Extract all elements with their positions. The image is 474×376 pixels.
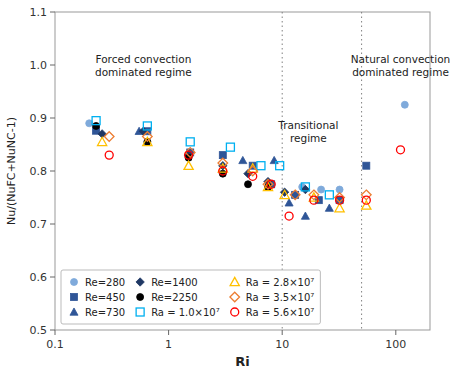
legend-label: Re=1400 xyxy=(151,277,197,288)
data-point xyxy=(143,132,153,142)
data-point xyxy=(285,212,293,220)
data-point xyxy=(301,185,309,193)
x-tick-label: 0.1 xyxy=(46,338,64,351)
data-point xyxy=(285,199,293,206)
data-point xyxy=(280,190,289,198)
annotation-line: dominated regime xyxy=(352,66,449,78)
data-point xyxy=(92,117,100,125)
data-point xyxy=(363,162,370,169)
data-point xyxy=(186,138,194,146)
series xyxy=(93,127,370,203)
annotation-line: regime xyxy=(290,132,327,144)
legend: Re=280 Re=450 Re=730 Re=1400 Re=2250 Ra = 1.0… xyxy=(61,270,320,324)
y-tick-label: 0.7 xyxy=(30,218,48,231)
data-point xyxy=(267,180,275,188)
legend-marker xyxy=(231,308,239,316)
legend-label: Re=280 xyxy=(85,277,125,288)
data-point xyxy=(105,151,113,159)
x-axis-label: Ri xyxy=(235,354,249,369)
annotation-line: Transitional xyxy=(277,119,338,131)
data-point xyxy=(310,196,318,204)
data-point xyxy=(270,156,278,163)
y-tick xyxy=(50,330,55,331)
y-tick xyxy=(50,277,55,278)
data-point xyxy=(104,132,114,142)
data-point xyxy=(257,162,265,170)
data-point xyxy=(397,146,405,154)
annotation-line: dominated regime xyxy=(95,66,192,78)
data-point xyxy=(325,191,333,199)
data-point xyxy=(93,122,100,129)
data-point xyxy=(239,156,247,163)
x-tick xyxy=(282,330,283,335)
series xyxy=(98,137,371,212)
x-tick xyxy=(55,330,56,335)
data-point xyxy=(185,151,193,159)
chart: 0.1 1 10 100 0.5 0.6 0.7 0.8 0.9 1.0 1.1 Ri Nu/(NuFC… xyxy=(0,0,474,376)
legend-marker xyxy=(230,277,239,285)
data-point xyxy=(143,122,151,130)
data-point xyxy=(98,137,107,145)
annotation: Natural convectiondominated regime xyxy=(351,53,450,78)
y-tick-label: 0.5 xyxy=(30,324,48,337)
data-point xyxy=(185,148,195,158)
y-tick-label: 0.9 xyxy=(30,112,48,125)
y-tick xyxy=(50,118,55,119)
data-point xyxy=(290,190,300,200)
data-point xyxy=(401,101,408,108)
annotation: Transitionalregime xyxy=(277,119,338,144)
data-point xyxy=(301,212,309,219)
legend-marker xyxy=(136,308,144,316)
series xyxy=(98,127,310,196)
series xyxy=(105,146,404,220)
y-tick xyxy=(50,224,55,225)
data-point xyxy=(336,196,344,204)
annotation-line: Natural convection xyxy=(351,53,450,65)
legend-label: Ra = 3.5×10⁷ xyxy=(246,292,315,303)
data-point xyxy=(245,181,252,188)
y-tick-label: 0.6 xyxy=(30,271,48,284)
data-point xyxy=(276,162,284,170)
data-point xyxy=(248,164,257,172)
legend-marker xyxy=(71,294,78,301)
y-tick xyxy=(50,12,55,13)
data-point xyxy=(318,186,325,193)
annotation: Forced convectiondominated regime xyxy=(95,53,192,78)
legend-label: Re=2250 xyxy=(151,292,197,303)
series xyxy=(104,132,371,203)
x-tick xyxy=(168,330,169,335)
x-tick xyxy=(395,330,396,335)
series xyxy=(86,101,409,193)
legend-label: Ra = 1.0×10⁷ xyxy=(151,307,220,318)
y-tick-label: 1.1 xyxy=(30,6,48,19)
legend-marker xyxy=(230,292,240,302)
data-point xyxy=(184,161,193,169)
legend-label: Ra = 5.6×10⁷ xyxy=(246,307,315,318)
data-point xyxy=(249,172,257,180)
series xyxy=(93,122,272,190)
legend-marker xyxy=(137,294,144,301)
x-tick-label: 10 xyxy=(275,338,289,351)
legend-marker xyxy=(71,279,78,286)
data-point xyxy=(301,183,309,191)
series xyxy=(135,127,333,219)
y-tick xyxy=(50,65,55,66)
x-tick-label: 100 xyxy=(385,338,406,351)
data-point xyxy=(219,167,227,175)
legend-label: Re=730 xyxy=(85,307,125,318)
y-tick-label: 0.8 xyxy=(30,165,48,178)
legend-box xyxy=(61,270,320,324)
data-point xyxy=(226,143,234,151)
legend-marker xyxy=(70,308,78,315)
legend-label: Ra = 2.8×10⁷ xyxy=(246,277,315,288)
data-point xyxy=(362,196,370,204)
y-tick xyxy=(50,171,55,172)
data-point xyxy=(325,204,333,211)
legend-marker xyxy=(136,278,144,286)
x-tick-label: 1 xyxy=(165,338,172,351)
annotation-line: Forced convection xyxy=(95,53,191,65)
y-tick-label: 1.0 xyxy=(30,59,48,72)
legend-label: Re=450 xyxy=(85,292,125,303)
y-axis-label: Nu/(NuFC+NuNC-1) xyxy=(5,117,18,225)
